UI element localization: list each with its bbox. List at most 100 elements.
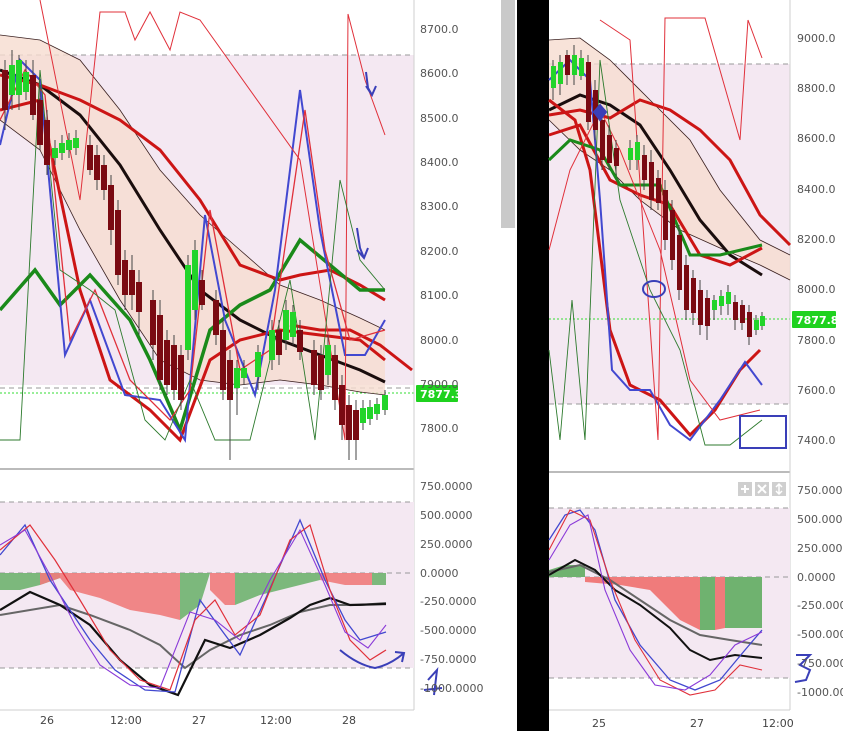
candle [227,360,233,400]
candle [283,310,289,340]
right-osc-histogram-pos [549,565,762,630]
candle [9,65,15,95]
candle [52,148,58,158]
candle [73,138,79,148]
candle [318,355,324,390]
tick-label: -1000.0000 [420,682,483,695]
left-osc-grey-line [0,602,387,670]
candle [760,316,765,326]
right-time-axis: 25 27 12:00 [592,717,794,730]
tick-label: 7800.0 [420,422,459,435]
right-osc-histogram-neg [585,577,725,630]
candle [37,100,43,145]
tick-label: 8800.0 [797,82,836,95]
candle [684,265,689,310]
right-oscillator [548,509,763,696]
time-tick: 25 [592,717,606,730]
time-tick: 12:00 [260,714,292,727]
tick-label: 7900.0 [420,378,459,391]
tick-label: 750.0000 [420,480,473,493]
time-tick: 12:00 [110,714,142,727]
candle [2,70,8,110]
tick-label: 8400.0 [420,156,459,169]
candle [122,260,128,295]
candle [101,165,107,190]
candle [579,58,584,76]
left-osc-histogram-neg [40,573,372,620]
candle [565,55,570,75]
tick-label: -750.0000 [797,657,843,670]
candle [178,355,184,400]
right-last-price-badge: 7877.8 [792,311,838,328]
candle [44,120,50,165]
tick-label: 8200.0 [797,233,836,246]
right-osc-black-line [548,558,763,662]
time-tick: 27 [690,717,704,730]
right-red-thin-line [548,108,761,421]
candle [234,368,240,388]
right-price-overlays [547,17,792,446]
left-hand-drawn-annotations [339,71,443,696]
candle [614,148,619,166]
candle [213,300,219,335]
candle [382,395,388,410]
candle [255,352,261,377]
hand-drawn-one-icon [423,666,443,696]
candle [558,62,563,84]
candle [740,305,745,323]
tick-label: 250.0000 [797,542,843,555]
annotation-circle-icon [642,280,666,298]
candle [30,75,36,115]
right-osc-purple-line [548,514,763,691]
annotation-diamond-icon [592,103,608,122]
right-osc-blue-line [548,509,763,691]
candle [353,410,359,440]
right-panel-toolbar[interactable] [738,482,786,496]
tick-label: -250.0000 [797,599,843,612]
arrow-down-icon [356,227,369,260]
tick-label: 8400.0 [797,183,836,196]
candle [332,355,338,400]
hand-drawn-three-icon [794,654,813,683]
candle [747,312,752,337]
candle [374,404,380,414]
tick-label: 7800.0 [797,334,836,347]
right-panel-black-edge [517,0,549,731]
left-last-price-text: 7877.3 [420,388,462,401]
left-osc-axis: 750.0000 500.0000 250.0000 0.0000 -250.0… [420,480,483,695]
left-osc-black-line [0,590,387,697]
candle [663,190,668,240]
left-scrollbar[interactable] [501,0,515,228]
candle [649,162,654,200]
left-red-spike-line [39,0,386,441]
right-dark-green-line [548,59,763,446]
candle [346,405,352,440]
right-osc-grey-line [548,563,763,646]
candle [94,155,100,180]
right-red-ma-mid [548,123,763,267]
left-envelope-band [0,35,385,395]
left-green-ma [0,237,385,436]
candle [269,330,275,360]
tick-label: 500.0000 [420,509,473,522]
candle [586,62,591,122]
candle [670,210,675,260]
tick-label: 8000.0 [420,334,459,347]
candle [754,320,759,330]
tick-label: 0.0000 [797,571,836,584]
candle [628,148,633,160]
tick-label: 9000.0 [797,32,836,45]
tick-label: 8000.0 [797,283,836,296]
candle [705,298,710,326]
candle [59,143,65,153]
time-tick: 27 [192,714,206,727]
tick-label: 250.0000 [420,538,473,551]
candle [241,368,247,378]
candle [635,142,640,160]
candle [367,407,373,419]
candle [185,265,191,350]
candle [600,120,605,160]
tick-label: 8600.0 [797,132,836,145]
tick-label: 8300.0 [420,200,459,213]
